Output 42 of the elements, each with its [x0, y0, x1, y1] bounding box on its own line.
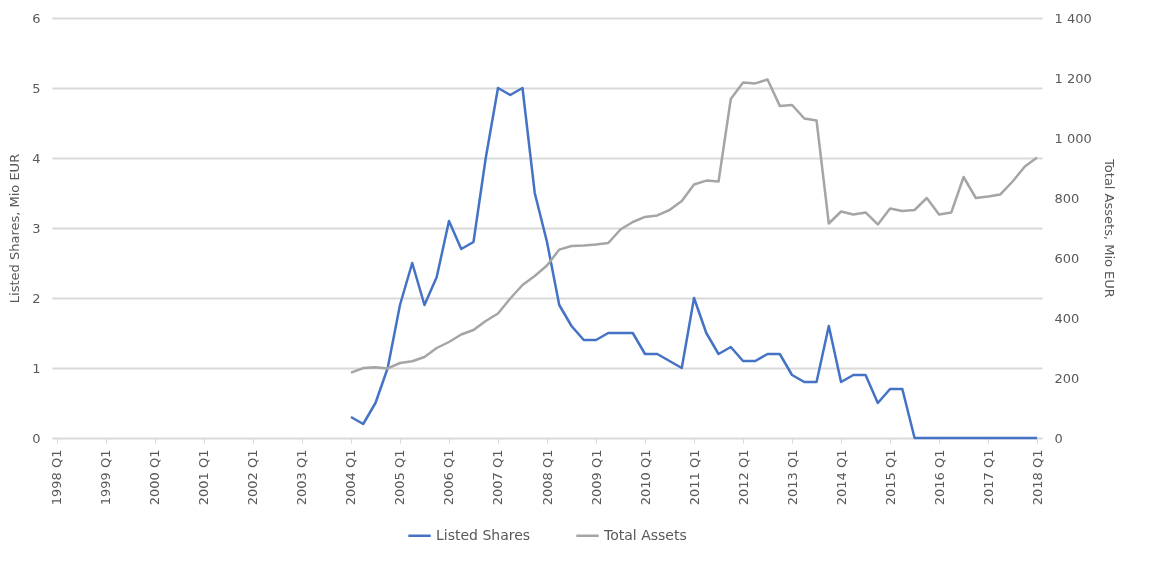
y2-tick-label: 1 000 [1054, 130, 1092, 146]
y-tick-label: 5 [32, 80, 41, 96]
x-tick-label: 2001 Q1 [196, 449, 212, 506]
x-tick-label: 2018 Q1 [1029, 449, 1045, 506]
line-series [349, 86, 1039, 440]
y2-tick-label: 800 [1054, 190, 1080, 206]
y2-tick-label: 1 200 [1054, 70, 1092, 86]
x-tick-label: 2012 Q1 [735, 449, 751, 506]
y2-tick-label: 200 [1054, 370, 1080, 386]
x-tick-label: 2016 Q1 [931, 449, 947, 506]
y-tick-label: 2 [32, 290, 41, 306]
x-tick-label: 2007 Q1 [490, 449, 506, 506]
x-tick-label: 2013 Q1 [784, 449, 800, 506]
y-tick-label: 4 [32, 150, 41, 166]
line-series [349, 78, 1039, 374]
y-tick-label: 1 [32, 360, 41, 376]
x-tick-label: 2005 Q1 [392, 449, 408, 506]
x-tick-label: 2015 Q1 [882, 449, 898, 506]
legend-label: Listed Shares [436, 526, 531, 543]
x-tick-label: 2008 Q1 [539, 449, 555, 506]
legend-label: Total Assets [603, 526, 687, 543]
y-tick-label: 3 [32, 220, 41, 236]
y2-tick-label: 600 [1054, 250, 1080, 266]
y2-tick-label: 1 400 [1054, 10, 1092, 26]
x-tick-label: 1999 Q1 [98, 449, 114, 506]
y2-axis-title: Total Assets, Mio EUR [1101, 158, 1117, 298]
x-tick-label: 2000 Q1 [147, 449, 163, 506]
x-tick-label: 2011 Q1 [686, 449, 702, 506]
x-tick-label: 2009 Q1 [588, 449, 604, 506]
y2-tick-label: 400 [1054, 310, 1080, 326]
x-tick-label: 2014 Q1 [833, 449, 849, 506]
x-tick-label: 2006 Q1 [441, 449, 457, 506]
x-tick-label: 2004 Q1 [343, 449, 359, 506]
y-tick-label: 0 [32, 430, 41, 446]
x-tick-label: 2010 Q1 [637, 449, 653, 506]
x-tick-label: 2002 Q1 [245, 449, 261, 506]
y-tick-label: 6 [32, 10, 41, 26]
x-tick-label: 2017 Q1 [980, 449, 996, 506]
x-tick-label: 1998 Q1 [49, 449, 65, 506]
x-tick-label: 2003 Q1 [294, 449, 310, 506]
y2-tick-label: 0 [1054, 430, 1063, 446]
y-axis-title: Listed Shares, Mio EUR [7, 153, 23, 304]
